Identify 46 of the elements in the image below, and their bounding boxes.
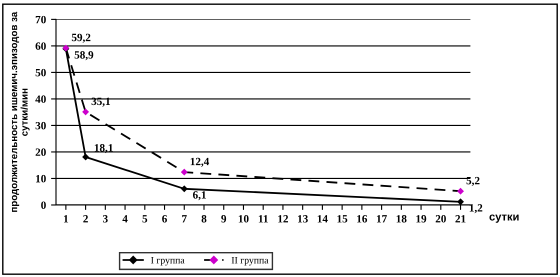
legend-label: I группа: [151, 257, 185, 266]
legend-label: II группа: [232, 257, 268, 266]
data-label: 12,4: [190, 158, 210, 167]
point: [457, 188, 464, 194]
point: [181, 168, 188, 176]
x-tick-label: 1: [64, 215, 68, 222]
x-tick-label: 3: [102, 215, 108, 223]
x-tick-label: 16: [357, 215, 368, 223]
y-tick-label: 50: [36, 68, 46, 76]
y-tick-label: 0: [41, 201, 46, 209]
data-label: 58,9: [74, 51, 94, 60]
x-tick-label: 8: [202, 215, 206, 223]
y-tick-label: 40: [35, 95, 46, 103]
y-axis-title: продолжительность ишемич.эпизодов за сутки/мин: [12, 12, 30, 212]
x-axis-title: сутки: [489, 214, 519, 223]
data-label: 5,2: [466, 176, 480, 186]
x-tick-label: 9: [221, 215, 226, 223]
y-tick-label: 10: [36, 174, 46, 182]
x-tick-label: 19: [416, 215, 426, 223]
x-tick-label: 6: [162, 215, 167, 223]
x-tick-label: 20: [436, 215, 446, 223]
x-tick-label: 14: [318, 215, 328, 222]
x-tick-label: 13: [298, 215, 308, 223]
y-tick-label: 60: [36, 42, 46, 50]
point: [457, 198, 464, 205]
x-tick-label: 21: [455, 215, 466, 222]
data-label: 18,1: [94, 144, 113, 154]
x-tick-label: 7: [182, 215, 187, 222]
point: [82, 154, 89, 160]
x-tick-label: 18: [396, 215, 407, 223]
x-tick-label: 4: [122, 215, 128, 222]
y-tick-label: 70: [36, 16, 46, 24]
x-tick-label: 15: [337, 215, 348, 223]
point: [181, 186, 188, 192]
data-label: 6,1: [192, 191, 206, 200]
x-tick-label: 12: [278, 215, 288, 222]
data-label: 59,2: [72, 34, 90, 43]
data-label: 1,2: [470, 204, 482, 214]
x-tick-label: 10: [238, 215, 249, 223]
x-tick-label: 2: [83, 215, 88, 222]
y-tick-label: 20: [36, 148, 46, 156]
x-tick-label: 17: [376, 215, 387, 222]
point: [82, 108, 89, 116]
x-tick-label: 11: [258, 215, 268, 222]
x-tick-label: 5: [142, 215, 148, 223]
y-tick-label: 30: [36, 122, 46, 130]
